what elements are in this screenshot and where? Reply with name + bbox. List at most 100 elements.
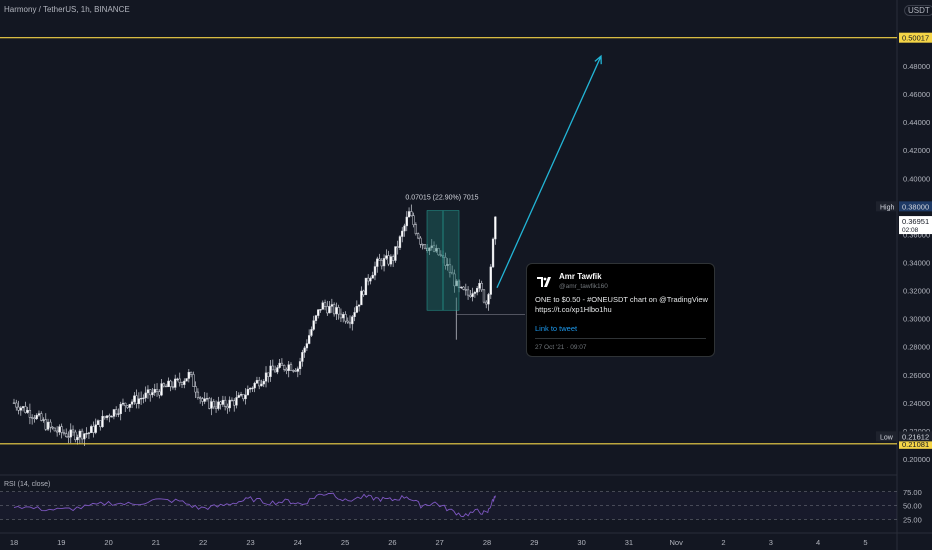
candle-body [439, 254, 442, 256]
level-label-bg [899, 438, 932, 449]
candle-body [139, 398, 143, 400]
price-tick-label: 0.28000 [903, 343, 930, 352]
time-tick-label: 21 [152, 538, 160, 547]
price-tick-label: 0.24000 [903, 399, 930, 408]
marker-value-bg [899, 431, 932, 442]
candle-body [301, 352, 304, 362]
candle-body [221, 399, 225, 405]
price-tick-label: 0.20000 [903, 455, 930, 464]
candle-body [142, 397, 145, 399]
candle-body [130, 401, 134, 405]
candle-body [387, 255, 390, 265]
marker-value-bg [899, 201, 932, 212]
price-tick-label: 0.34000 [903, 259, 930, 268]
candle-body [183, 380, 186, 385]
last-price-label: 0.36951 [902, 217, 929, 226]
candle-body [187, 371, 190, 379]
candle-body [317, 309, 320, 316]
candle-body [212, 401, 215, 408]
candle-body [401, 230, 404, 237]
candle-body [462, 286, 465, 290]
candle-body [194, 386, 197, 393]
candle-body [169, 380, 172, 387]
price-tick-label: 0.26000 [903, 371, 930, 380]
candle-body [278, 362, 281, 368]
candle-body [392, 256, 395, 261]
candle-body [53, 427, 57, 432]
candle-body [357, 304, 361, 307]
candle-body [155, 389, 159, 393]
candle-body [160, 383, 163, 396]
candle-body [119, 403, 122, 415]
candle-body [435, 248, 438, 252]
price-tick-label: 0.48000 [903, 62, 930, 71]
candle-body [466, 289, 470, 296]
price-tick-label: 0.42000 [903, 146, 930, 155]
candle-body [410, 211, 413, 217]
candle-body [389, 256, 393, 265]
candle-body [323, 302, 327, 307]
candle-body [394, 246, 397, 261]
candle-body [219, 401, 222, 405]
time-tick-label: 18 [10, 538, 18, 547]
candle-body [189, 371, 193, 375]
candle-body [251, 387, 254, 390]
candle-body [269, 365, 272, 377]
candle-body [74, 431, 77, 441]
candle-body [51, 426, 54, 429]
candle-body [480, 283, 483, 291]
candle-body [49, 421, 52, 428]
candle-body [126, 405, 129, 408]
candle-body [178, 378, 181, 383]
candle-body [214, 406, 218, 409]
candle-body [46, 421, 50, 430]
tweet-card[interactable]: Amr Tawfik @amr_tawfik160 ONE to $0.50 -… [526, 263, 715, 357]
candle-body [24, 406, 27, 413]
candle-body [319, 309, 322, 311]
candle-body [303, 347, 306, 353]
candle-body [83, 433, 86, 440]
candle-body [26, 410, 29, 413]
candle-body [35, 414, 38, 420]
candle-body [473, 292, 477, 294]
price-tick-label: 0.44000 [903, 118, 930, 127]
candle-body [344, 314, 347, 322]
candle-body [149, 389, 152, 396]
candle-body [423, 244, 427, 249]
candle-body [230, 399, 234, 402]
candle-body [40, 413, 43, 421]
candle-body [339, 313, 343, 319]
currency-button[interactable]: USDT [904, 5, 932, 16]
price-tick-label: 0.32000 [903, 287, 930, 296]
candle-body [31, 417, 34, 419]
tweet-divider [535, 338, 706, 339]
marker-value-label: 0.38000 [902, 202, 929, 211]
candle-body [346, 320, 349, 323]
candle-body [371, 274, 374, 279]
candle-body [146, 389, 150, 394]
candle-body [76, 437, 79, 441]
candle-body [360, 290, 363, 306]
candle-body [258, 380, 261, 387]
time-tick-label: 3 [769, 538, 773, 547]
candle-body [65, 433, 68, 437]
candle-body [289, 364, 293, 371]
tweet-link[interactable]: Link to tweet [535, 324, 578, 333]
candle-body [460, 286, 463, 289]
projection-arrow [496, 55, 602, 289]
candle-body [115, 409, 118, 415]
time-tick-label: 4 [816, 538, 820, 547]
candle-body [85, 433, 88, 435]
time-tick-label: 19 [57, 538, 65, 547]
candle-body [101, 415, 104, 428]
candle-body [180, 382, 184, 385]
candle-body [94, 424, 97, 433]
candle-body [403, 225, 406, 232]
candle-body [174, 378, 177, 388]
time-tick-label: 25 [341, 538, 349, 547]
rsi-tick-label: 75.00 [903, 488, 922, 497]
candle-body [55, 430, 59, 433]
time-tick-label: 23 [246, 538, 254, 547]
rsi-legend: RSI (14, close) [4, 481, 51, 488]
